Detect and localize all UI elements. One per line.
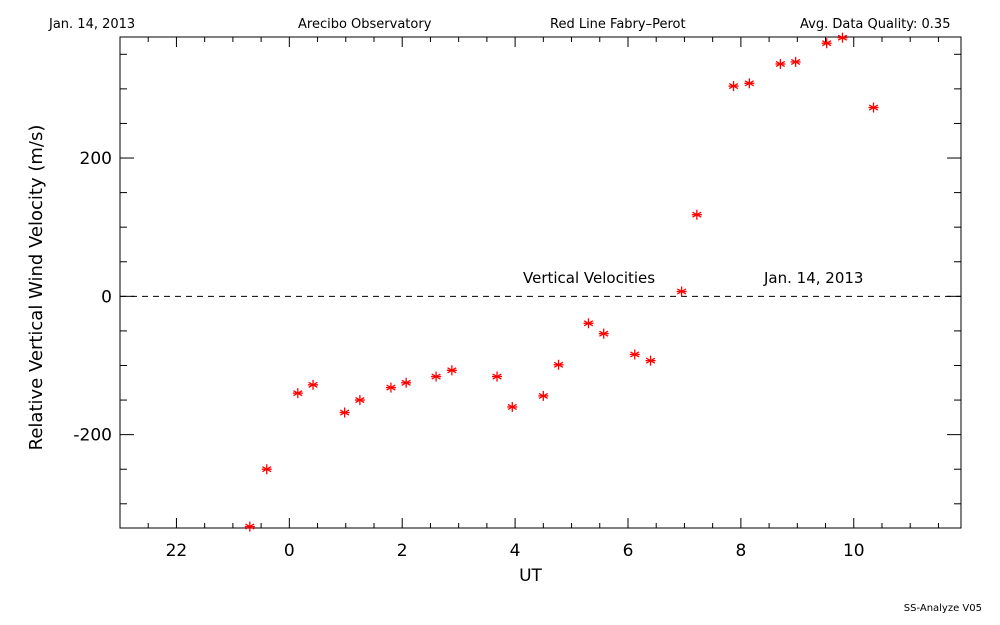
data-point bbox=[553, 359, 564, 370]
annotation-date: Jan. 14, 2013 bbox=[763, 269, 863, 287]
header-date: Jan. 14, 2013 bbox=[49, 17, 136, 32]
y-tick-label: -200 bbox=[73, 426, 112, 446]
data-point bbox=[790, 56, 801, 67]
x-axis-label: UT bbox=[519, 566, 542, 586]
y-axis-label: Relative Vertical Wind Velocity (m/s) bbox=[26, 125, 47, 451]
y-tick-label: 0 bbox=[101, 287, 112, 307]
x-tick-label: 22 bbox=[166, 541, 188, 561]
data-point bbox=[446, 365, 457, 376]
x-tick-label: 8 bbox=[735, 541, 746, 561]
data-point bbox=[538, 390, 549, 401]
data-point bbox=[385, 382, 396, 393]
data-point bbox=[837, 32, 848, 43]
data-point bbox=[583, 318, 594, 329]
data-point bbox=[645, 355, 656, 366]
data-point bbox=[676, 286, 687, 297]
header-site: Arecibo Observatory bbox=[298, 17, 432, 32]
x-tick-label: 0 bbox=[284, 541, 295, 561]
data-point bbox=[775, 58, 786, 69]
data-point bbox=[431, 371, 442, 382]
data-point bbox=[308, 379, 319, 390]
data-point bbox=[629, 349, 640, 360]
data-point bbox=[598, 328, 609, 339]
x-tick-label: 6 bbox=[623, 541, 634, 561]
data-point bbox=[354, 395, 365, 406]
data-point bbox=[691, 209, 702, 220]
data-point bbox=[868, 102, 879, 113]
plot-frame bbox=[119, 36, 962, 529]
data-point bbox=[339, 407, 350, 418]
x-tick-label: 10 bbox=[843, 541, 865, 561]
data-point bbox=[401, 377, 412, 388]
data-point bbox=[292, 388, 303, 399]
header-instrument: Red Line Fabry–Perot bbox=[550, 17, 686, 32]
data-point bbox=[744, 78, 755, 89]
data-point bbox=[492, 371, 503, 382]
data-point bbox=[728, 81, 739, 92]
x-tick-label: 4 bbox=[510, 541, 521, 561]
y-tick-label: 200 bbox=[80, 149, 112, 169]
annotation-vertical-velocities: Vertical Velocities bbox=[523, 269, 655, 287]
data-point bbox=[261, 464, 272, 475]
header-quality: Avg. Data Quality: 0.35 bbox=[800, 17, 951, 32]
data-point bbox=[244, 521, 255, 532]
software-credit: SS-Analyze V05 bbox=[903, 603, 982, 614]
x-tick-label: 2 bbox=[397, 541, 408, 561]
data-point bbox=[507, 401, 518, 412]
data-point bbox=[821, 38, 832, 49]
